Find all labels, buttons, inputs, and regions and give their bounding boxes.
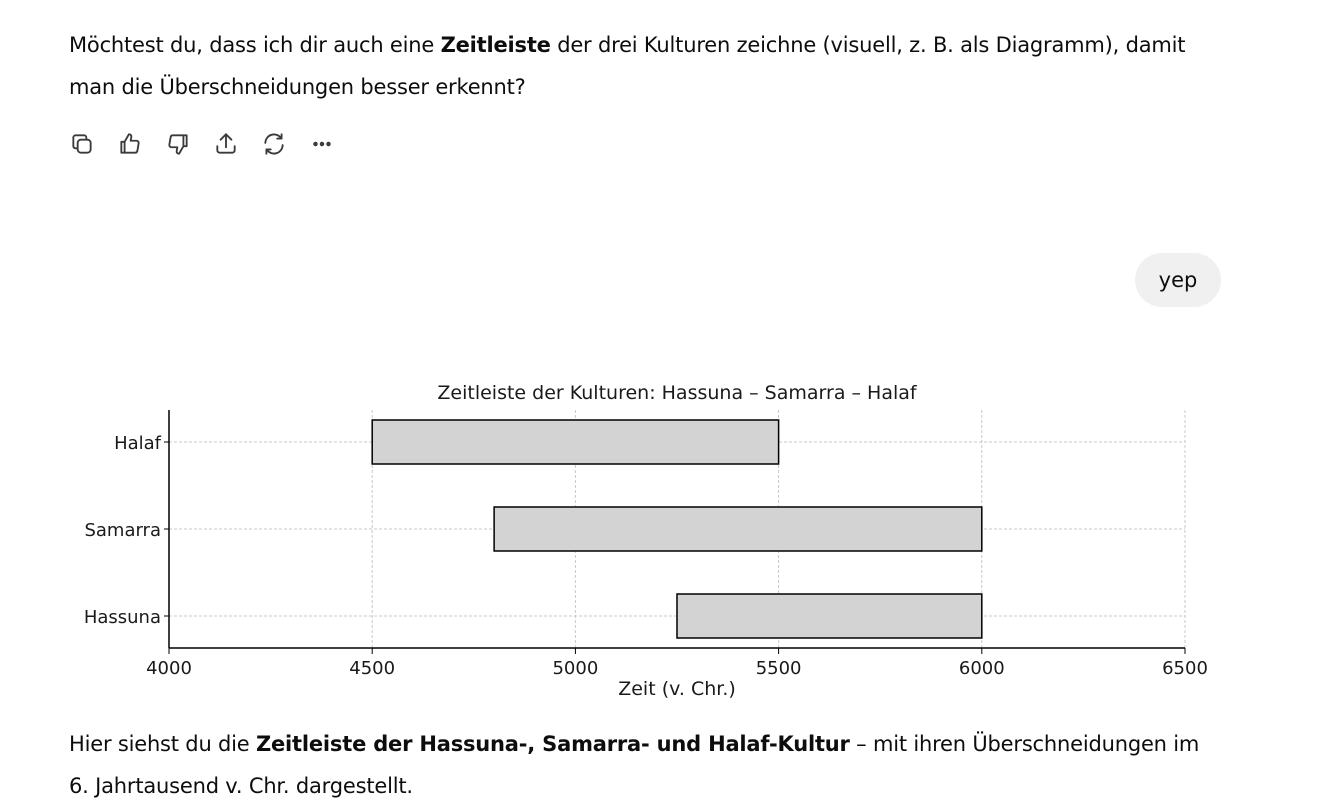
assistant-message-answer: Hier siehst du die Zeitleiste der Hassun… [69, 723, 1219, 807]
bar-samarra [493, 506, 983, 552]
message-actions-toolbar [60, 124, 344, 164]
regenerate-icon [264, 133, 284, 155]
thumbs-up-button[interactable] [108, 124, 152, 164]
chart-title: Zeitleiste der Kulturen: Hassuna – Samar… [437, 382, 918, 404]
x-tick-label: 6000 [959, 658, 1005, 679]
thumbs-down-icon [168, 134, 188, 155]
timeline-chart: Zeitleiste der Kulturen: Hassuna – Samar… [84, 382, 1208, 700]
share-icon [216, 133, 236, 154]
x-tick-label: 5500 [756, 658, 802, 679]
x-tick-label: 4000 [146, 658, 192, 679]
more-icon [313, 141, 331, 147]
copy-button[interactable] [60, 124, 104, 164]
thumbs-down-button[interactable] [156, 124, 200, 164]
y-tick-label: Halaf [114, 433, 162, 454]
bar-hassuna [676, 593, 983, 639]
message-bold-text: Zeitleiste [440, 33, 551, 57]
message-text: der drei Kulturen zeichne (visuell, z. B… [69, 33, 1186, 99]
more-options-button[interactable] [300, 124, 344, 164]
message-text: Möchtest du, dass ich dir auch eine [69, 33, 441, 57]
x-axis-label: Zeit (v. Chr.) [618, 678, 736, 700]
message-text: Hier siehst du die [69, 732, 256, 756]
x-tick-label: 6500 [1162, 658, 1208, 679]
user-message-text: yep [1158, 268, 1198, 292]
x-tick-label: 5000 [552, 658, 598, 679]
y-tick-label: Samarra [84, 520, 161, 541]
message-bold-text: Zeitleiste der Hassuna-, Samarra- und Ha… [255, 732, 850, 756]
bar-halaf [371, 419, 780, 465]
user-message-bubble: yep [1135, 253, 1221, 307]
share-button[interactable] [204, 124, 248, 164]
copy-icon [72, 134, 92, 154]
chart-bars [371, 419, 983, 639]
chart-ticks: 4000 4500 5000 5500 6000 6500 Halaf Samarra Hass… [84, 433, 1208, 679]
regenerate-button[interactable] [252, 124, 296, 164]
y-tick-label: Hassuna [84, 607, 161, 628]
x-tick-label: 4500 [349, 658, 395, 679]
assistant-message-question: Möchtest du, dass ich dir auch eine Zeit… [69, 24, 1219, 108]
message-text: – mit ihren Überschneidungen im 6. Jahrt… [69, 732, 1200, 798]
thumbs-up-icon [120, 133, 140, 154]
